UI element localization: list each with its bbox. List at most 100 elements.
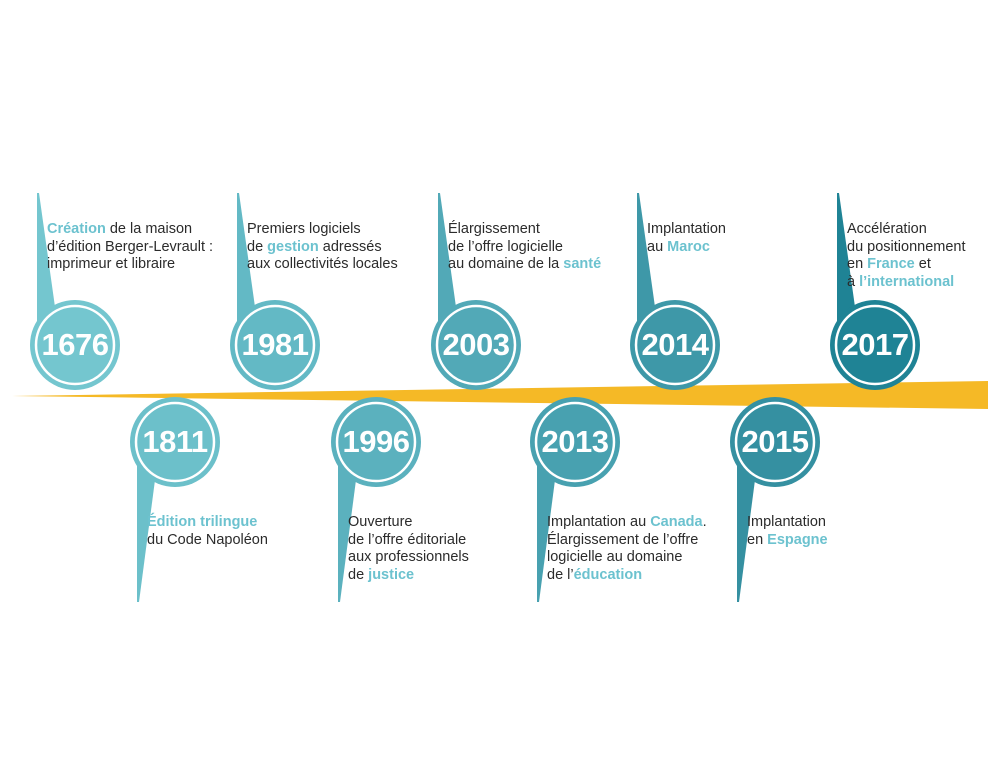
description-line: Édition trilingue bbox=[147, 514, 268, 532]
description-text: adressés bbox=[318, 238, 382, 255]
description-line: imprimeur et libraire bbox=[47, 256, 213, 274]
milestone-year: 2003 bbox=[442, 327, 510, 362]
milestone-description: Premiers logiciels de gestion adressés aux… bbox=[247, 221, 398, 274]
milestone-year: 1996 bbox=[342, 424, 410, 459]
milestone-circle bbox=[830, 300, 920, 390]
description-text: imprimeur et libraire bbox=[47, 256, 176, 272]
description-line: en France et bbox=[847, 256, 966, 274]
description-text: et bbox=[914, 256, 931, 272]
milestone-description: Ouverture de l’offre éditoriale aux profes… bbox=[348, 514, 469, 584]
description-text: en bbox=[747, 531, 768, 548]
description-line: logicielle au domaine bbox=[547, 549, 707, 567]
milestone-year: 1811 bbox=[142, 424, 208, 459]
milestone-ring bbox=[834, 304, 916, 386]
description-text: aux professionnels bbox=[348, 549, 469, 565]
milestone-shapes bbox=[30, 193, 920, 602]
description-text: du positionnement bbox=[847, 238, 966, 255]
milestone-description: Implantation en Espagne bbox=[747, 514, 828, 549]
description-text: . bbox=[702, 514, 707, 530]
milestone-ring bbox=[634, 304, 716, 386]
description-text: de la maison bbox=[105, 221, 193, 237]
description-text: au domaine de la bbox=[448, 256, 564, 272]
description-line: de l’offre éditoriale bbox=[348, 532, 469, 550]
milestone-ring bbox=[534, 401, 616, 483]
description-text: de l’offre logicielle bbox=[448, 238, 563, 255]
description-text: à bbox=[847, 273, 860, 290]
description-text: d’édition Berger-Levrault : bbox=[47, 238, 214, 255]
milestone-year: 2017 bbox=[841, 327, 909, 362]
description-line: au Maroc bbox=[647, 239, 726, 257]
milestone-tail bbox=[837, 193, 855, 340]
description-text: Élargissement de l’offre bbox=[547, 531, 699, 548]
milestone-year: 1676 bbox=[41, 327, 109, 362]
milestone-circle bbox=[30, 300, 120, 390]
milestone-ring bbox=[34, 304, 116, 386]
milestone-description: Édition trilingue du Code Napoléon bbox=[147, 514, 268, 549]
highlighted-term: éducation bbox=[573, 566, 643, 583]
milestone-description: Création de la maison d’édition Berger-Le… bbox=[47, 221, 213, 274]
milestone-ring bbox=[335, 401, 417, 483]
milestone-circle bbox=[230, 300, 320, 390]
description-text: Implantation au bbox=[547, 514, 651, 530]
milestone-ring bbox=[435, 304, 517, 386]
milestone-year: 2014 bbox=[641, 327, 709, 362]
description-text: du Code Napoléon bbox=[147, 531, 268, 548]
highlighted-term: santé bbox=[563, 256, 602, 272]
description-text: aux collectivités locales bbox=[247, 256, 398, 272]
description-line: en Espagne bbox=[747, 532, 828, 550]
description-text: Ouverture bbox=[348, 514, 413, 530]
highlighted-term: Espagne bbox=[767, 531, 828, 548]
description-text: Élargissement bbox=[448, 221, 540, 237]
description-text: Premiers logiciels bbox=[247, 221, 361, 237]
description-text: en bbox=[847, 256, 868, 272]
description-text: au bbox=[647, 238, 668, 255]
description-line: Création de la maison bbox=[47, 221, 213, 239]
description-line: Accélération bbox=[847, 221, 966, 239]
highlighted-term: Canada bbox=[650, 514, 703, 530]
milestone-circle bbox=[530, 397, 620, 487]
milestone-tail bbox=[37, 193, 55, 340]
milestone-year: 2013 bbox=[541, 424, 609, 459]
highlighted-term: l’international bbox=[859, 273, 955, 290]
description-line: Premiers logiciels bbox=[247, 221, 398, 239]
milestone-description: Accélération du positionnement en France e… bbox=[847, 221, 966, 291]
milestone-description: Implantation au Canada. Élargissement de … bbox=[547, 514, 707, 584]
milestone-circle bbox=[431, 300, 521, 390]
milestone-year: 2015 bbox=[741, 424, 809, 459]
description-text: Implantation bbox=[747, 514, 826, 530]
description-line: Ouverture bbox=[348, 514, 469, 532]
description-line: Élargissement de l’offre bbox=[547, 532, 707, 550]
highlighted-term: Maroc bbox=[667, 238, 710, 255]
milestone-tail bbox=[637, 193, 655, 340]
description-text: de bbox=[247, 238, 268, 255]
description-line: Implantation bbox=[747, 514, 828, 532]
description-line: d’édition Berger-Levrault : bbox=[47, 239, 213, 257]
milestone-tail bbox=[237, 193, 255, 340]
highlighted-term: France bbox=[867, 256, 915, 272]
highlighted-term: justice bbox=[368, 566, 415, 583]
description-line: Élargissement bbox=[448, 221, 601, 239]
milestone-ring bbox=[134, 401, 216, 483]
description-text: de l’offre éditoriale bbox=[348, 531, 467, 548]
description-text: logicielle au domaine bbox=[547, 549, 683, 565]
description-line: du Code Napoléon bbox=[147, 532, 268, 550]
description-line: de justice bbox=[348, 567, 469, 585]
milestone-circle bbox=[630, 300, 720, 390]
milestone-ring bbox=[734, 401, 816, 483]
highlighted-term: Création bbox=[47, 221, 106, 237]
milestone-tail bbox=[338, 447, 356, 602]
milestone-circle bbox=[730, 397, 820, 487]
milestone-description: Implantation au Maroc bbox=[647, 221, 726, 256]
milestone-description: Élargissement de l’offre logicielle au dom… bbox=[448, 221, 601, 274]
description-line: du positionnement bbox=[847, 239, 966, 257]
milestone-tail bbox=[537, 447, 555, 602]
highlighted-term: Édition trilingue bbox=[147, 514, 258, 530]
milestone-tail bbox=[438, 193, 456, 340]
timeline-band bbox=[12, 381, 988, 409]
milestone-tail bbox=[737, 447, 755, 602]
description-line: de l’offre logicielle bbox=[448, 239, 601, 257]
description-line: à l’international bbox=[847, 274, 966, 292]
description-line: Implantation bbox=[647, 221, 726, 239]
